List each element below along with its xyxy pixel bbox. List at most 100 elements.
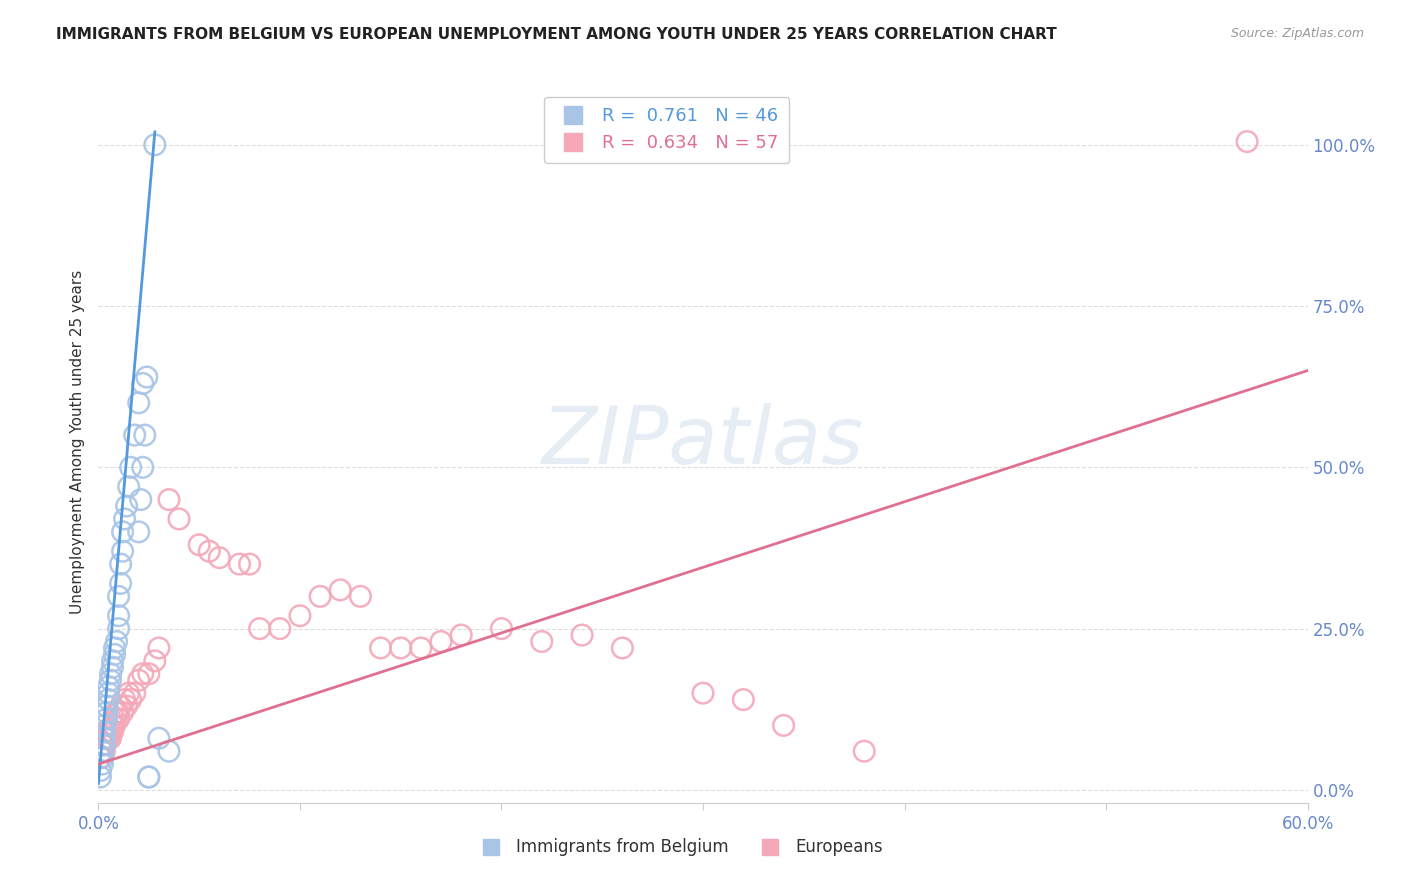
Point <box>96 724 118 739</box>
Point <box>115 699 138 714</box>
Point <box>135 370 157 384</box>
Point <box>491 622 513 636</box>
Point <box>114 512 136 526</box>
Point <box>772 718 794 732</box>
Point <box>389 640 412 655</box>
Point <box>612 640 634 655</box>
Point <box>1236 135 1258 149</box>
Point <box>105 706 128 720</box>
Point <box>100 724 122 739</box>
Point <box>329 582 352 597</box>
Point <box>111 544 134 558</box>
Point <box>249 622 271 636</box>
Point <box>101 718 124 732</box>
Point <box>188 538 211 552</box>
Point <box>370 640 392 655</box>
Point <box>309 590 332 604</box>
Point <box>107 706 129 720</box>
Point <box>93 738 115 752</box>
Point <box>110 699 132 714</box>
Point <box>97 724 120 739</box>
Point <box>93 718 115 732</box>
Point <box>129 492 152 507</box>
Point <box>138 770 160 784</box>
Point <box>134 428 156 442</box>
Point <box>115 499 138 513</box>
Point <box>96 699 118 714</box>
Point <box>692 686 714 700</box>
Point <box>93 744 115 758</box>
Legend: Immigrants from Belgium, Europeans: Immigrants from Belgium, Europeans <box>468 831 890 863</box>
Point <box>103 640 125 655</box>
Point <box>138 666 160 681</box>
Point <box>107 622 129 636</box>
Text: ZIPatlas: ZIPatlas <box>541 402 865 481</box>
Point <box>101 654 124 668</box>
Point <box>288 608 311 623</box>
Point <box>101 660 124 674</box>
Point <box>853 744 876 758</box>
Point <box>100 673 122 688</box>
Point <box>91 757 114 772</box>
Point <box>97 731 120 746</box>
Point <box>91 744 114 758</box>
Point <box>91 744 114 758</box>
Point <box>132 376 155 391</box>
Point <box>157 744 180 758</box>
Point <box>103 712 125 726</box>
Point <box>138 770 160 784</box>
Point <box>89 764 111 778</box>
Point <box>105 634 128 648</box>
Text: IMMIGRANTS FROM BELGIUM VS EUROPEAN UNEMPLOYMENT AMONG YOUTH UNDER 25 YEARS CORR: IMMIGRANTS FROM BELGIUM VS EUROPEAN UNEM… <box>56 27 1057 42</box>
Point <box>124 686 146 700</box>
Point <box>409 640 432 655</box>
Point <box>107 712 129 726</box>
Point <box>530 634 553 648</box>
Point <box>91 750 114 764</box>
Point <box>110 557 132 571</box>
Point <box>93 731 115 746</box>
Point <box>128 673 150 688</box>
Point <box>97 686 120 700</box>
Point <box>97 680 120 694</box>
Point <box>148 731 170 746</box>
Point <box>239 557 262 571</box>
Point <box>349 590 371 604</box>
Point <box>103 718 125 732</box>
Text: Source: ZipAtlas.com: Source: ZipAtlas.com <box>1230 27 1364 40</box>
Point <box>91 738 114 752</box>
Point <box>228 557 250 571</box>
Point <box>157 492 180 507</box>
Point <box>167 512 190 526</box>
Point <box>120 692 142 706</box>
Point <box>143 654 166 668</box>
Y-axis label: Unemployment Among Youth under 25 years: Unemployment Among Youth under 25 years <box>69 269 84 614</box>
Point <box>96 712 118 726</box>
Point <box>148 640 170 655</box>
Point <box>89 750 111 764</box>
Point <box>143 137 166 152</box>
Point <box>132 460 155 475</box>
Point <box>107 608 129 623</box>
Point <box>430 634 453 648</box>
Point <box>118 686 141 700</box>
Point <box>111 706 134 720</box>
Point <box>128 524 150 539</box>
Point <box>571 628 593 642</box>
Point <box>733 692 755 706</box>
Point <box>100 666 122 681</box>
Point <box>120 460 142 475</box>
Point <box>132 666 155 681</box>
Point <box>96 706 118 720</box>
Point <box>103 648 125 662</box>
Point <box>269 622 291 636</box>
Point <box>118 480 141 494</box>
Point <box>97 692 120 706</box>
Point <box>450 628 472 642</box>
Point <box>124 428 146 442</box>
Point <box>208 550 231 565</box>
Point <box>114 692 136 706</box>
Point <box>128 396 150 410</box>
Point <box>93 738 115 752</box>
Point <box>93 724 115 739</box>
